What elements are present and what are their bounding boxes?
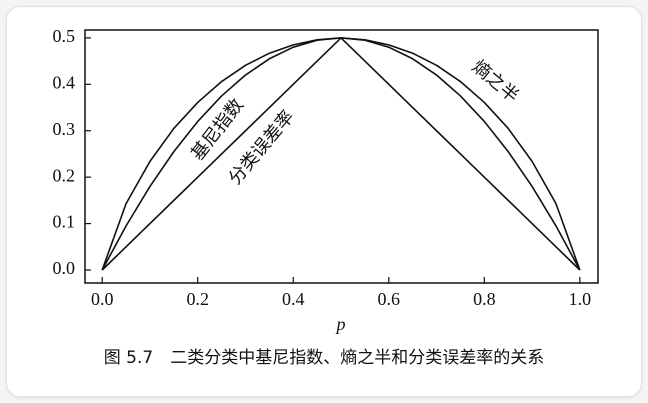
series-line bbox=[101, 37, 581, 271]
plot-frame bbox=[84, 29, 599, 284]
x-tick-label: 0.6 bbox=[378, 289, 401, 309]
series-annotation: 熵之半 bbox=[468, 56, 523, 107]
y-tick-label: 0.3 bbox=[53, 119, 76, 139]
x-tick-label: 0.8 bbox=[473, 289, 496, 309]
caption: 图 5.7 二类分类中基尼指数、熵之半和分类误差率的关系 bbox=[104, 348, 544, 368]
x-tick-label: 0.0 bbox=[91, 289, 114, 309]
series-line bbox=[101, 37, 581, 271]
x-tick-label: 1.0 bbox=[569, 289, 592, 309]
x-tick-label: 0.4 bbox=[282, 289, 305, 309]
y-tick-label: 0.5 bbox=[53, 26, 76, 46]
card bbox=[6, 6, 642, 397]
series-line bbox=[101, 37, 581, 271]
y-tick-label: 0.0 bbox=[53, 258, 76, 278]
series-annotation: 基尼指数 bbox=[187, 95, 248, 165]
x-tick-label: 0.2 bbox=[186, 289, 209, 309]
y-tick-label: 0.2 bbox=[53, 165, 76, 185]
y-tick-label: 0.4 bbox=[53, 72, 76, 92]
x-axis-label: p bbox=[335, 314, 346, 334]
y-tick-label: 0.1 bbox=[53, 212, 76, 232]
